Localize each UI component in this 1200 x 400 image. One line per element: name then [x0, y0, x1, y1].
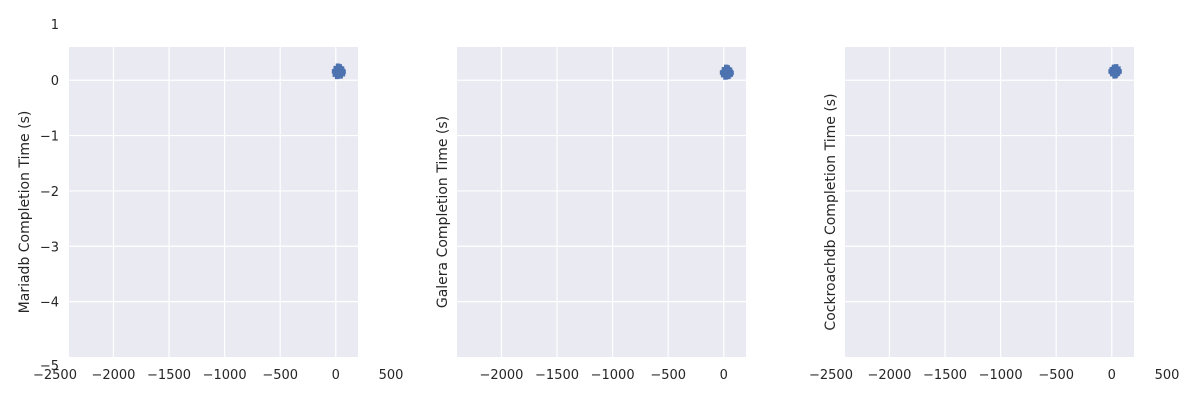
y-axis-label: Cockroachdb Completion Time (s)	[823, 93, 839, 330]
plot-area	[69, 47, 358, 357]
x-tick-label: 0	[332, 368, 340, 383]
data-point	[723, 70, 733, 80]
x-tick-label: −2000	[91, 368, 135, 383]
y-tick-label: −5	[40, 359, 59, 374]
x-tick-label: −2500	[809, 368, 853, 383]
subplot-2: −2000 −1500 −1000 −500 0 Galera Completion Ti…	[435, 47, 746, 383]
x-tick-label: 500	[379, 368, 404, 383]
x-tick-label: −2000	[867, 368, 911, 383]
data-point	[723, 65, 733, 75]
subplot-1: −2000 −1500 −1000 −500 0 0 −1 −2 −3 −4 −2500 500 1 −5…	[17, 18, 403, 383]
y-axis-label: Galera Completion Time (s)	[435, 116, 451, 308]
y-tick-label: 0	[51, 74, 59, 89]
x-tick-label: −1000	[591, 368, 635, 383]
x-tick-label: 500	[1155, 368, 1180, 383]
y-tick-label: −3	[40, 240, 59, 255]
data-point	[1111, 64, 1121, 74]
data-point	[335, 64, 345, 74]
x-tick-label: −500	[650, 368, 686, 383]
x-tick-label: −500	[1038, 368, 1074, 383]
x-tick-label: −2000	[479, 368, 523, 383]
y-tick-label: −1	[40, 130, 59, 145]
x-tick-label: −1000	[979, 368, 1023, 383]
x-tick-label: −1500	[535, 368, 579, 383]
y-tick-label: 1	[51, 18, 59, 33]
x-tick-label: −1500	[147, 368, 191, 383]
x-tick-label: 0	[720, 368, 728, 383]
subplot-3: −2000 −1500 −1000 −500 0 −2500 500 Cockroachdb …	[809, 47, 1179, 383]
x-tick-label: −1000	[203, 368, 247, 383]
y-tick-label: −2	[40, 185, 59, 200]
plot-area	[457, 47, 746, 357]
x-tick-label: 0	[1108, 368, 1116, 383]
y-axis-label: Mariadb Completion Time (s)	[17, 111, 33, 314]
data-point	[336, 69, 346, 79]
plot-area	[845, 47, 1134, 357]
x-tick-label: −1500	[923, 368, 967, 383]
x-tick-label: −500	[262, 368, 298, 383]
x-tick-label: −2500	[33, 368, 77, 383]
y-tick-label: −4	[40, 296, 59, 311]
